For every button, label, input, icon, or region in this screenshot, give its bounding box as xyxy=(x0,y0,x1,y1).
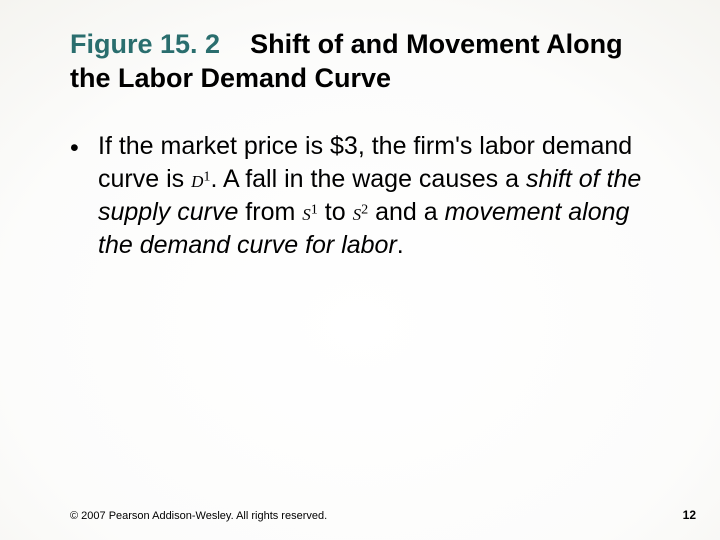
bullet-seg-6: . xyxy=(397,231,404,259)
bullet-seg-5: and a xyxy=(368,198,444,226)
page-number: 12 xyxy=(683,508,696,522)
figure-label: Figure 15. 2 xyxy=(70,29,220,59)
math-d1-base: D xyxy=(191,172,203,191)
bullet-item: • If the market price is $3, the firm's … xyxy=(70,130,660,262)
slide-title: Figure 15. 2 Shift of and Movement Along… xyxy=(70,28,660,96)
bullet-marker: • xyxy=(70,130,98,165)
bullet-seg-3: from xyxy=(245,198,302,226)
bullet-seg-2: . A fall in the wage causes a xyxy=(210,165,525,193)
math-s1-base: S xyxy=(302,205,311,224)
copyright-text: © 2007 Pearson Addison-Wesley. All right… xyxy=(70,510,327,522)
title-spacer xyxy=(228,29,243,59)
math-s2: S2 xyxy=(353,205,369,224)
bullet-seg-4: to xyxy=(318,198,353,226)
bullet-text: If the market price is $3, the firm's la… xyxy=(98,130,660,262)
math-d1: D1 xyxy=(191,172,210,191)
math-s1: S1 xyxy=(302,205,318,224)
math-s1-sup: 1 xyxy=(311,201,318,217)
math-s2-base: S xyxy=(353,205,362,224)
slide: Figure 15. 2 Shift of and Movement Along… xyxy=(0,0,720,540)
slide-body: • If the market price is $3, the firm's … xyxy=(70,130,660,262)
